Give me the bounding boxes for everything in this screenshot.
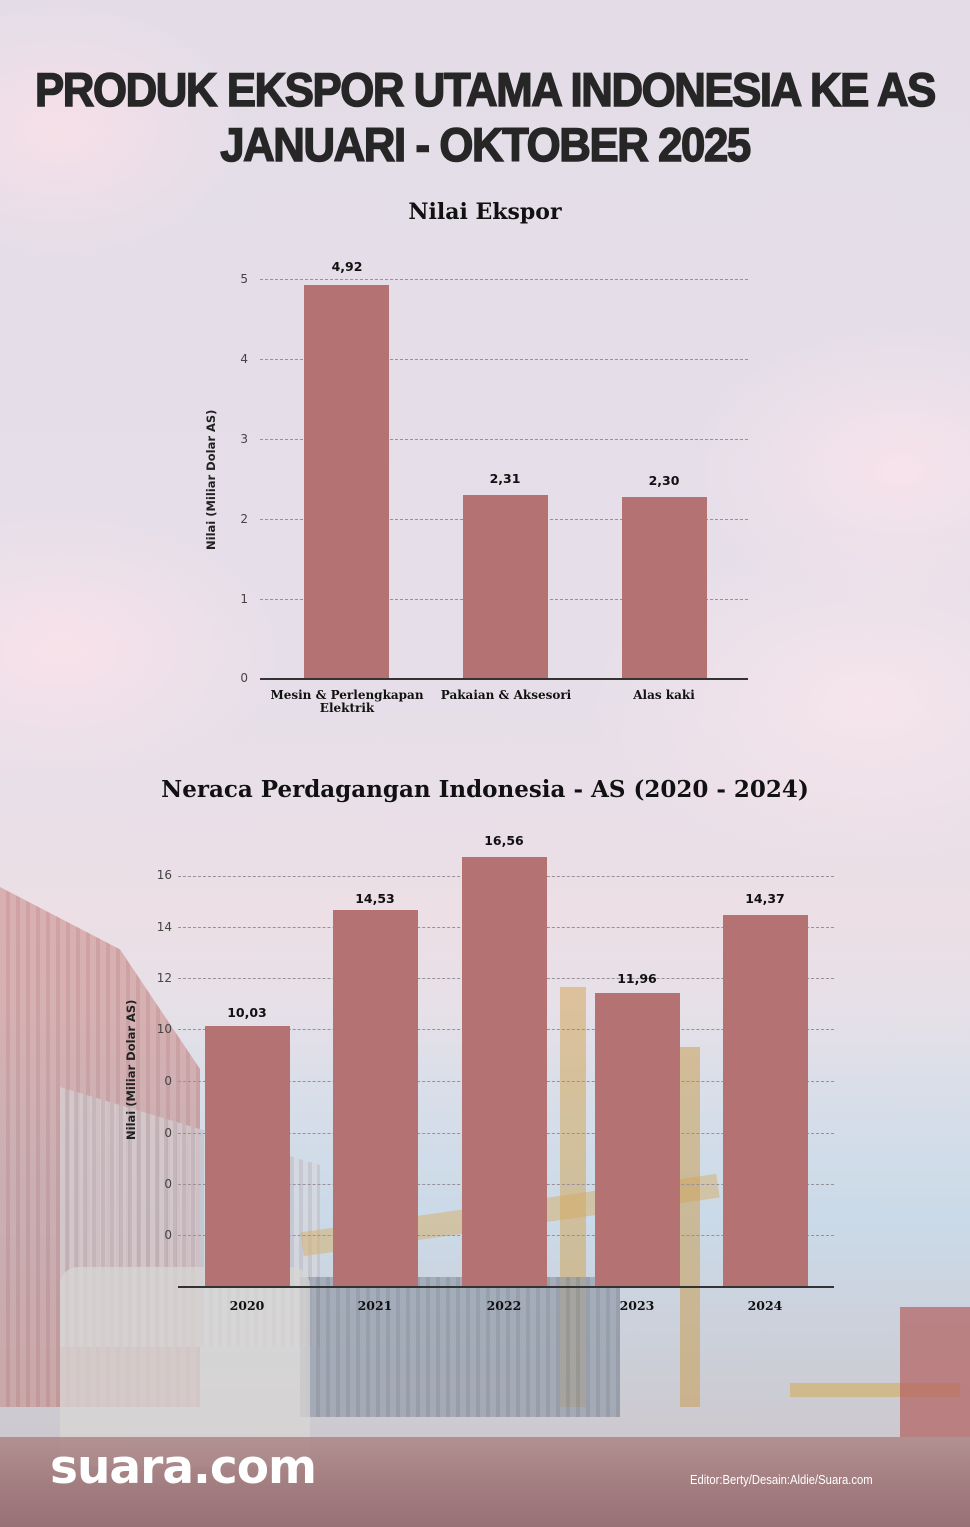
x-tick-label: 2021 [357, 1298, 393, 1313]
bar-alas-kaki [622, 497, 707, 679]
value-label: 11,96 [617, 971, 657, 986]
value-label: 2,30 [648, 473, 680, 488]
y-tick: 4 [240, 352, 248, 366]
y-tick: 0 [164, 1126, 172, 1140]
value-label: 14,37 [745, 891, 785, 906]
y-tick: 0 [164, 1074, 172, 1088]
gridline [260, 279, 748, 280]
x-tick-label: Mesin & Perlengkapan Elektrik [262, 689, 432, 715]
bar-2023 [595, 993, 680, 1287]
gridline [260, 439, 748, 440]
x-tick-label: 2020 [229, 1298, 265, 1313]
title-line-1: PRODUK EKSPOR UTAMA INDONESIA KE AS [34, 62, 937, 117]
chart1-title: Nilai Ekspor [408, 199, 562, 225]
container-stack-left [0, 887, 200, 1407]
value-label: 2,31 [489, 471, 521, 486]
y-tick: 1 [240, 592, 248, 606]
value-label: 4,92 [331, 259, 363, 274]
chart1-y-axis-label: Nilai (Miliar Dolar AS) [204, 409, 218, 550]
x-tick-label: Pakaian & Aksesori [440, 688, 572, 702]
value-label: 14,53 [355, 891, 395, 906]
chart2-title: Neraca Perdagangan Indonesia - AS (2020 … [161, 776, 809, 803]
truck-cab [60, 1267, 310, 1467]
chart2-y-axis-label: Nilai (Miliar Dolar AS) [124, 999, 138, 1140]
container-right [900, 1307, 970, 1437]
y-tick: 0 [164, 1177, 172, 1191]
title-line-2: JANUARI - OKTOBER 2025 [219, 117, 751, 172]
y-tick: 0 [240, 671, 248, 685]
x-tick-label-line: Mesin & Perlengkapan [270, 688, 424, 702]
gridline [260, 359, 748, 360]
y-tick: 3 [240, 432, 248, 446]
bar-pakaian-aksesori [463, 495, 548, 679]
y-tick: 2 [240, 512, 248, 526]
chart1-x-axis [260, 678, 748, 680]
y-tick: 10 [156, 1022, 172, 1036]
x-tick-label: 2023 [619, 1298, 655, 1313]
crane-gantry-right [790, 1383, 960, 1397]
x-tick-label: 2024 [747, 1298, 783, 1313]
y-tick: 0 [164, 1228, 172, 1242]
credit-text: Editor:Berty/Desain:Aldie/Suara.com [690, 1473, 873, 1487]
y-tick: 5 [240, 272, 248, 286]
bar-2020 [205, 1026, 290, 1287]
value-label: 16,56 [484, 833, 524, 848]
x-tick-label: 2022 [486, 1298, 522, 1313]
bar-2022 [462, 857, 547, 1287]
x-tick-label-line: Elektrik [319, 701, 375, 715]
x-tick-label: Alas kaki [633, 688, 695, 702]
y-tick: 12 [156, 971, 172, 985]
value-label: 10,03 [227, 1005, 267, 1020]
bar-2024 [723, 915, 808, 1287]
bar-2021 [333, 910, 418, 1287]
y-tick: 16 [156, 868, 172, 882]
suara-logo: suara.com [50, 1440, 317, 1495]
bar-mesin-perlengkapan-elektrik [304, 285, 389, 679]
infographic-title: PRODUK EKSPOR UTAMA INDONESIA KE AS JANU… [34, 62, 937, 172]
chart2-x-axis [178, 1286, 834, 1288]
y-tick: 14 [156, 920, 172, 934]
